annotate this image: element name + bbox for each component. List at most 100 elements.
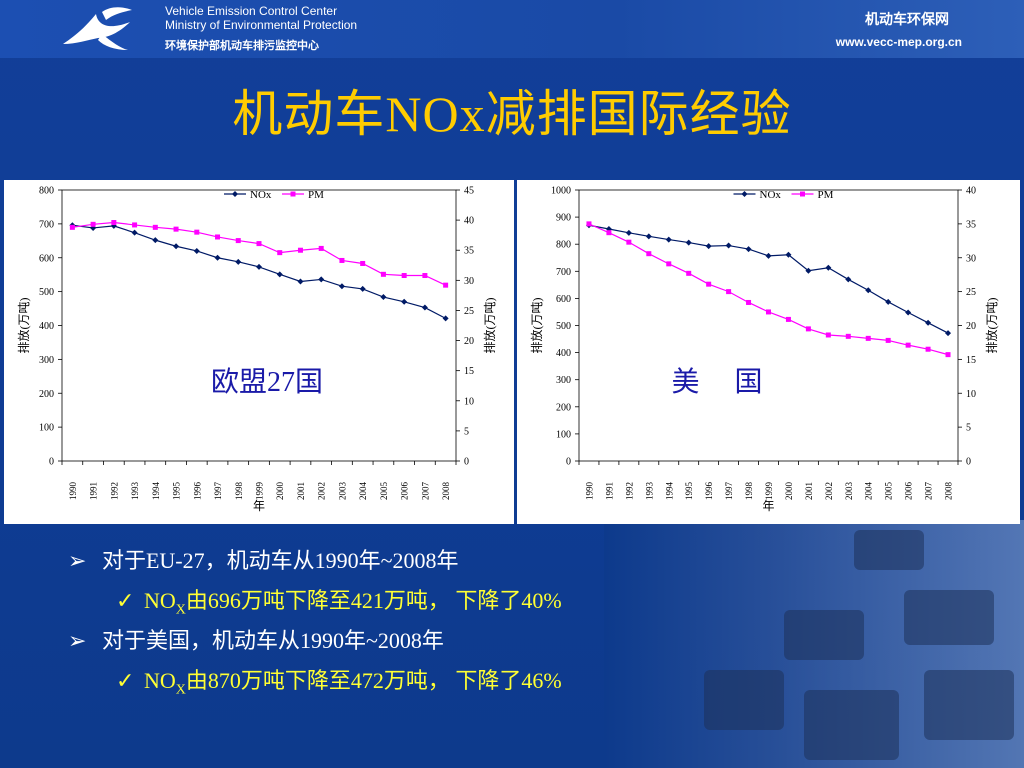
x-axis-label: 年 <box>253 499 265 513</box>
data-point-nox <box>925 319 932 326</box>
y-axis-label-right: 排放(万吨) <box>482 298 497 354</box>
x-tick-label: 1999 <box>255 482 265 501</box>
x-tick-label: 2005 <box>379 482 389 501</box>
series-line-pm <box>72 221 446 286</box>
check-bullet-icon: ✓ <box>116 588 135 613</box>
bullet-text: 由870万吨下降至472万吨， 下降了46% <box>185 668 562 693</box>
data-point-nox <box>256 263 262 270</box>
data-point-pm <box>746 299 752 305</box>
data-point-pm <box>297 247 303 253</box>
data-point-pm <box>686 270 692 276</box>
data-point-nox <box>765 252 772 259</box>
data-point-nox <box>401 298 408 305</box>
data-point-nox <box>359 285 366 292</box>
org-name-en-2: Ministry of Environmental Protection <box>165 18 358 32</box>
x-tick-label: 1994 <box>151 482 161 501</box>
data-point-pm <box>726 289 732 295</box>
data-point-pm <box>443 282 449 288</box>
data-point-nox <box>173 243 180 250</box>
y-tick-label-left: 500 <box>39 287 54 298</box>
data-point-nox <box>725 242 732 249</box>
x-axis-label: 年 <box>762 499 774 513</box>
data-point-pm <box>235 238 241 244</box>
y-tick-label-right: 20 <box>464 336 474 347</box>
series-line-nox <box>588 224 949 334</box>
bullet-us-detail: ✓ NOX由870万吨下降至472万吨， 下降了46% <box>116 668 562 698</box>
x-tick-label: 2008 <box>441 482 451 501</box>
data-point-nox <box>805 267 812 274</box>
x-tick-label: 2001 <box>804 482 814 500</box>
y-tick-label-right: 45 <box>464 186 474 197</box>
legend-label-nox: NOx <box>250 189 272 201</box>
y-axis-label-left: 排放(万吨) <box>16 298 31 354</box>
bullet-text: 对于EU-27，机动车从1990年~2008年 <box>101 548 459 573</box>
arrow-bullet-icon: ➢ <box>68 548 87 573</box>
y-tick-label-left: 300 <box>556 375 571 386</box>
site-url[interactable]: www.vecc-mep.org.cn <box>835 35 962 49</box>
y-tick-label-right: 15 <box>966 355 976 366</box>
data-point-pm <box>805 326 811 332</box>
x-tick-label: 2001 <box>296 482 306 500</box>
data-point-pm <box>865 335 871 341</box>
data-point-pm <box>606 230 612 236</box>
data-point-pm <box>925 346 931 352</box>
x-tick-label: 1993 <box>130 482 140 501</box>
x-tick-label: 1991 <box>89 482 99 500</box>
slide-title: 机动车NOx减排国际经验 <box>232 86 792 142</box>
y-tick-label-right: 15 <box>464 366 474 377</box>
y-tick-label-left: 400 <box>39 321 54 332</box>
data-point-nox <box>193 247 200 254</box>
data-point-pm <box>706 281 712 287</box>
data-point-pm <box>111 220 117 226</box>
data-point-pm <box>69 224 75 230</box>
x-tick-label: 1994 <box>664 482 674 501</box>
y-tick-label-right: 5 <box>966 423 971 434</box>
x-tick-label: 1995 <box>172 482 182 501</box>
y-tick-label-right: 10 <box>966 389 976 400</box>
y-tick-label-left: 200 <box>556 402 571 413</box>
data-point-pm <box>586 221 592 227</box>
data-point-nox <box>338 283 345 290</box>
plot-area <box>61 189 457 462</box>
y-tick-label-right: 35 <box>966 219 976 230</box>
y-tick-label-right: 30 <box>464 276 474 287</box>
x-tick-label: 2006 <box>904 482 914 501</box>
legend-label-nox: NOx <box>760 189 782 201</box>
site-name: 机动车环保网 <box>865 12 949 28</box>
x-tick-label: 2000 <box>275 482 285 501</box>
x-tick-label: 1990 <box>68 482 78 501</box>
x-tick-label: 1999 <box>764 482 774 501</box>
region-label: 美 国 <box>671 366 762 398</box>
data-point-pm <box>215 234 221 240</box>
bullet-us-header: ➢ 对于美国，机动车从1990年~2008年 <box>68 623 444 655</box>
y-tick-label-right: 30 <box>966 253 976 264</box>
data-point-pm <box>626 239 632 245</box>
y-tick-label-left: 400 <box>556 348 571 359</box>
data-point-nox <box>885 298 892 305</box>
data-point-nox <box>318 276 325 283</box>
x-tick-label: 1992 <box>109 482 119 500</box>
y-tick-label-right: 25 <box>464 306 474 317</box>
data-point-nox <box>421 304 428 311</box>
y-tick-label-left: 900 <box>556 213 571 224</box>
org-name-cn: 环境保护部机动车排污监控中心 <box>165 39 319 52</box>
x-tick-label: 2008 <box>944 482 954 501</box>
legend-marker-nox <box>741 191 748 197</box>
data-point-pm <box>360 260 366 266</box>
data-point-nox <box>152 237 159 244</box>
data-point-pm <box>646 251 652 257</box>
y-tick-label-left: 600 <box>556 294 571 305</box>
data-point-pm <box>380 271 386 277</box>
data-point-pm <box>401 273 407 279</box>
data-point-pm <box>825 332 831 338</box>
data-point-nox <box>297 278 304 285</box>
data-point-nox <box>625 229 632 236</box>
legend-marker-nox <box>232 191 238 197</box>
y-tick-label-left: 500 <box>556 321 571 332</box>
y-axis-label-left: 排放(万吨) <box>529 298 544 354</box>
x-tick-label: 1998 <box>234 482 244 501</box>
data-point-nox <box>442 315 449 322</box>
x-tick-label: 1998 <box>744 482 754 501</box>
y-tick-label-right: 0 <box>966 457 971 468</box>
plot-area <box>578 189 959 462</box>
